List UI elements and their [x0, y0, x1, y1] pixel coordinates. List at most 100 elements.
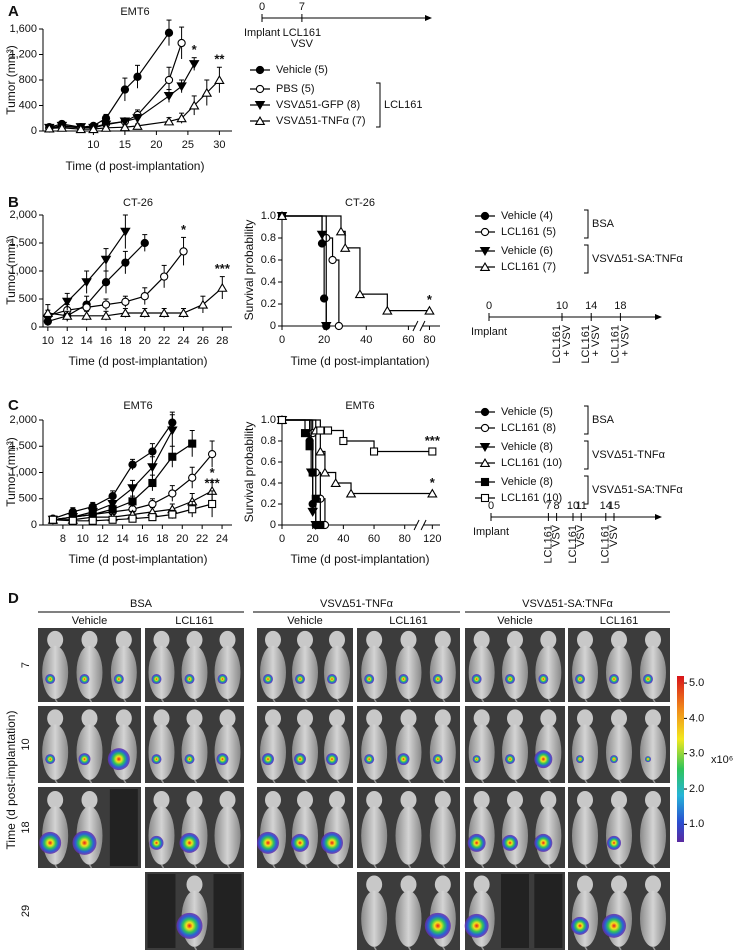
image-cell: [465, 787, 565, 869]
chart-title: EMT6: [123, 400, 152, 412]
bioluminescence: [262, 753, 274, 766]
data-point: [147, 463, 158, 473]
mouse-tail: [481, 779, 485, 784]
mouse-tail: [160, 698, 165, 703]
image-cell: [464, 872, 565, 950]
y-tick-label: 0.2: [261, 298, 276, 310]
legend-marker: [479, 458, 491, 467]
data-point: [164, 75, 174, 85]
x-tick-label: 60: [368, 533, 380, 545]
mouse-tail: [373, 864, 377, 869]
bioluminescence: [571, 916, 589, 935]
mouse-head: [115, 709, 132, 728]
significance: *: [192, 42, 198, 57]
data-point: [277, 415, 287, 425]
survival-curve: [282, 215, 430, 312]
mouse-tail: [160, 779, 165, 784]
mouse-head: [577, 790, 593, 809]
data-point: [276, 211, 288, 220]
mouse-head: [186, 875, 203, 894]
mouse-head: [265, 709, 281, 728]
legend-group-label: BSA: [592, 218, 615, 230]
data-point: [132, 114, 143, 124]
mouse-tail: [407, 698, 412, 703]
panel-label: B: [8, 194, 19, 211]
bioluminescence: [327, 674, 337, 685]
mouse-head: [297, 790, 313, 809]
data-point: [100, 310, 112, 320]
mouse-body: [429, 645, 456, 700]
data-point: [307, 507, 318, 517]
legend-label: VSVΔ51-GFP (8): [276, 99, 360, 111]
bioluminescence: [107, 748, 130, 771]
legend-marker: [255, 65, 265, 75]
data-point: [201, 87, 213, 97]
mouse-body: [214, 724, 241, 780]
mouse-body: [76, 724, 103, 780]
y-tick-label: 1,000: [9, 265, 37, 277]
mouse-body: [214, 645, 241, 700]
y-tick-label: 1.0: [261, 414, 276, 426]
data-point: [168, 489, 177, 498]
bioluminescence: [432, 754, 443, 765]
subgroup-header: LCL161: [175, 615, 214, 627]
data-point: [315, 446, 326, 456]
timeline-event: LCL161: [600, 525, 612, 564]
data-point: [81, 278, 92, 288]
significance: ***: [205, 475, 221, 490]
mouse-head: [366, 709, 383, 728]
mouse-tail: [652, 779, 656, 784]
mouse-body: [606, 645, 632, 700]
timeline-event: + VSV: [590, 324, 602, 356]
row-label: 10: [20, 738, 32, 750]
mouse-body: [640, 645, 666, 700]
data-point: [214, 75, 225, 84]
timeline-tick-label: 10: [567, 500, 579, 512]
data-point: [168, 510, 177, 519]
timeline-tick-label: 10: [556, 300, 568, 312]
colorbar-scale: x10⁶: [711, 754, 733, 766]
mouse-body: [148, 806, 175, 865]
mouse-head: [434, 790, 451, 809]
legend-label: Vehicle (8): [501, 476, 553, 488]
bioluminescence: [179, 832, 200, 853]
bioluminescence: [184, 754, 195, 765]
mouse-tail: [514, 779, 518, 784]
timeline-tick-label: 7: [545, 500, 551, 512]
mouse-body: [606, 806, 632, 865]
image-cell: [145, 787, 244, 869]
x-tick-label: 22: [158, 335, 170, 347]
mouse-body: [535, 645, 562, 700]
x-tick-label: 60: [402, 334, 414, 346]
data-point: [148, 499, 157, 509]
mouse-tail: [442, 946, 446, 950]
data-point: [330, 478, 341, 487]
mouse-body: [468, 724, 495, 780]
mouse-tail: [584, 946, 588, 950]
bioluminescence: [184, 674, 195, 685]
timeline-event: LCL161: [567, 525, 579, 564]
mouse-tail: [618, 698, 622, 703]
mouse-tail: [442, 864, 446, 869]
data-point: [128, 497, 137, 506]
mouse-head: [540, 630, 557, 649]
mouse-tail: [54, 864, 58, 869]
x-tick-label: 16: [136, 533, 148, 545]
mouse-head: [434, 630, 451, 649]
legend-label: LCL161 (8): [501, 422, 556, 434]
timeline-tick-label: 0: [488, 500, 494, 512]
bioluminescence: [291, 833, 309, 852]
timeline-tick-label: 14: [600, 500, 612, 512]
bioluminescence: [151, 754, 162, 765]
y-tick-label: 0.6: [261, 254, 276, 266]
mouse-head: [297, 709, 313, 728]
bioluminescence: [576, 755, 584, 764]
mouse-tail: [481, 946, 485, 950]
series-line: [49, 63, 195, 129]
timeline-event: VSV: [608, 524, 620, 547]
data-point: [308, 468, 317, 477]
x-tick-label: 24: [177, 335, 189, 347]
mouse-head: [611, 875, 627, 894]
mouse-body: [260, 724, 286, 780]
y-tick-label: 1,200: [9, 48, 37, 60]
